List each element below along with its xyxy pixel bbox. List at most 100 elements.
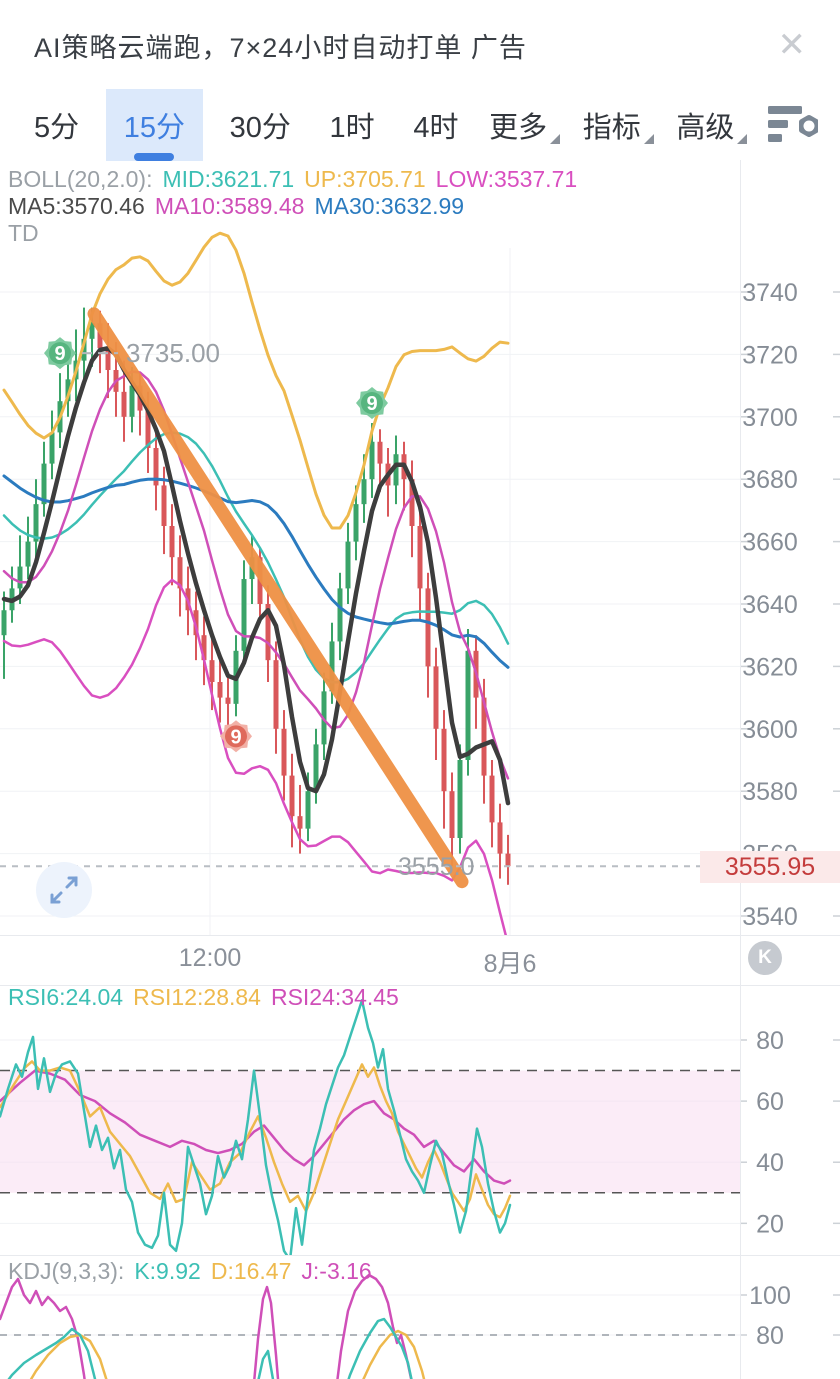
x-axis-label: 12:00 [178,944,242,972]
price-axis-line [740,160,741,1379]
fullscreen-expand-button[interactable] [36,862,92,918]
candle-body [273,660,279,729]
y-axis-label: 80 [756,1027,784,1055]
candle-body [81,338,87,361]
candle-body [505,853,511,867]
boll-low-line [2,578,507,935]
candle-body [345,541,351,589]
current-price-badge: 3555.95 [700,851,840,883]
ma30-line [2,474,510,669]
candle-body [329,641,335,692]
candle-body [369,441,375,480]
rsi-panel-chart[interactable]: 80 60 40 20 [0,990,840,1255]
y-axis-label: 3600 [742,716,798,744]
candle-body [25,541,31,567]
candle-body [193,610,199,636]
candle-body [169,526,175,558]
y-axis-label: 20 [756,1210,784,1238]
ad-banner-title: AI策略云端跑，7×24小时自动打单 广告 [34,32,527,63]
td-badge-circle [49,342,71,365]
y-axis-label: 3640 [742,591,798,619]
y-axis-label: 40 [756,1149,784,1177]
candle-body [297,816,303,829]
td-badge-count: 9 [54,343,65,365]
ma10-line [2,370,510,780]
y-axis-label: 3660 [742,529,798,557]
menu-高级[interactable]: 高级 [672,89,751,161]
candle-body [417,526,423,589]
main-candlestick-chart[interactable]: 3740372037003680366036403620360035803560… [0,160,840,935]
tab-1时[interactable]: 1时 [329,112,375,144]
y-axis-label: 100 [749,1282,791,1310]
expand-arrows-icon [50,876,78,904]
candle-body [1,610,7,636]
td-badge-circle [225,725,247,748]
candle-body [281,728,287,776]
y-axis-label: 80 [756,1322,784,1350]
candle-body [425,588,431,667]
candle-body [481,697,487,776]
candle-body [393,454,399,486]
indicator-settings-button[interactable] [766,103,818,147]
y-axis-label: 3700 [742,404,798,432]
td-badge-count: 9 [230,726,241,748]
tab-4时[interactable]: 4时 [413,112,459,144]
candle-body [105,348,111,370]
candle-body [121,391,127,417]
candle-body [353,504,359,542]
kdj-d-line [29,1329,426,1379]
dropdown-triangle-icon [550,134,561,144]
kdj-j-line [0,1273,413,1379]
kdj-k-line [7,1317,413,1379]
tab-5分[interactable]: 5分 [34,112,80,144]
dropdown-triangle-icon [643,134,654,144]
td-buy-setup-badge: 9 [356,387,388,419]
boll-up-line [2,231,510,530]
candle-body [377,441,383,464]
candle-body [17,566,23,589]
current-price-inline-label: 3555.0 [398,853,474,881]
candle-body [153,448,159,486]
td-badge-circle [361,392,383,415]
timeframe-toolbar: 5分 15分 30分 1时 4时 更多 指标 高级 [0,89,840,161]
tab-15分[interactable]: 15分 [105,89,204,161]
boll-mid-line [2,431,510,684]
close-icon[interactable]: ✕ [777,26,807,64]
y-axis-label: 60 [756,1088,784,1116]
td-buy-setup-badge: 9 3735.00 [44,337,220,370]
candle-body [145,410,151,448]
active-tab-underline [134,153,175,161]
ad-banner: AI策略云端跑，7×24小时自动打单 广告 ✕ [0,0,840,91]
td-sell-setup-badge: 9 [220,720,252,753]
ma5-line [1,345,511,806]
tab-30分[interactable]: 30分 [229,112,291,144]
y-axis-label: 3720 [742,341,798,369]
candle-body [289,775,295,817]
candle-body [225,697,231,704]
candle-body [49,432,55,464]
td-badge-count: 9 [366,393,377,415]
td-high-price-label: 3735.00 [126,338,220,368]
menu-label: 指标 [582,112,641,144]
candle-body [497,822,503,854]
y-axis-label: 3580 [742,778,798,806]
candle-body [441,728,447,792]
x-axis-label: 8月6 [483,950,537,978]
candle-body [361,479,367,505]
candle-body [33,504,39,542]
candle-body [65,379,71,402]
candle-body [465,650,471,760]
menu-label: 高级 [676,112,735,144]
k-line-badge[interactable]: K [748,941,782,975]
kdj-top-separator [0,1255,840,1256]
menu-指标[interactable]: 指标 [579,89,658,161]
candle-body [313,744,319,792]
candle-body [457,760,463,838]
candle-body [177,557,183,589]
candle-body [161,485,167,526]
xaxis-top-separator [0,935,840,936]
menu-更多[interactable]: 更多 [485,89,564,161]
y-axis-label: 3540 [742,903,798,931]
